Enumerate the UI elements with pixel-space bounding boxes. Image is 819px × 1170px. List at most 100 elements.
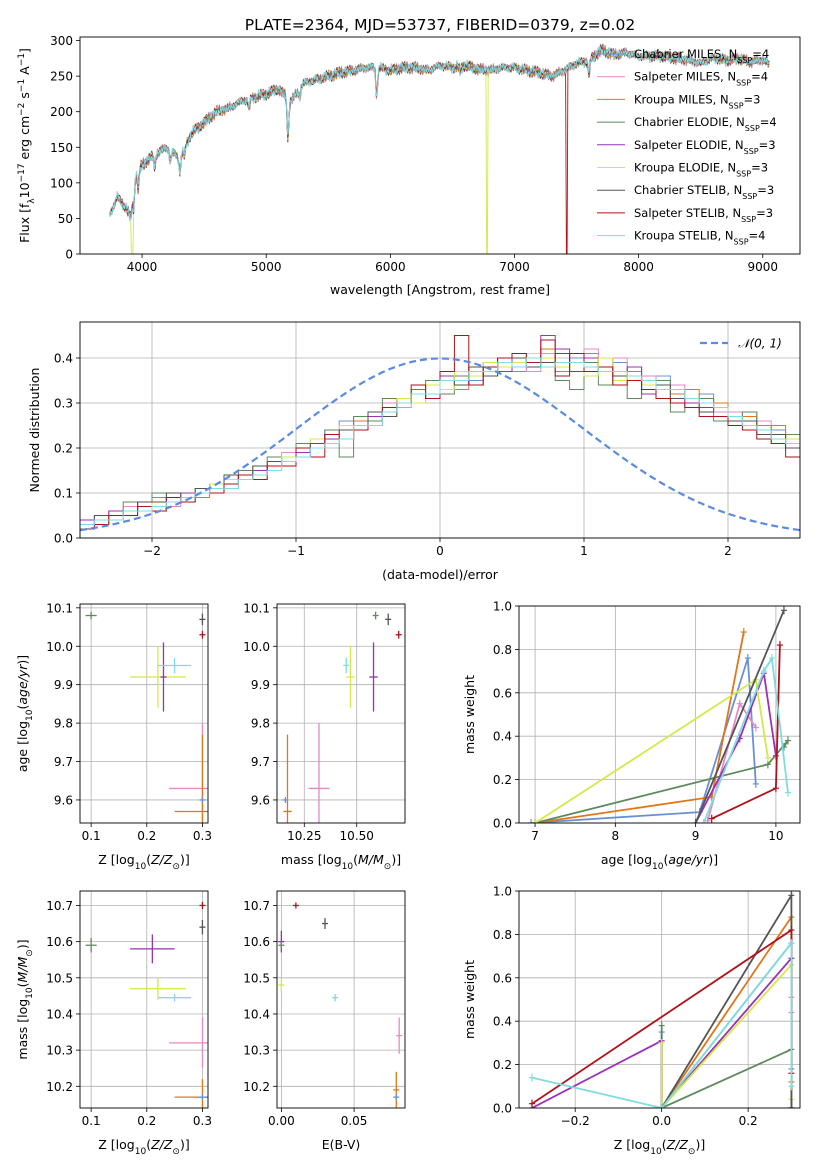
x-tick-label: 10	[768, 829, 783, 843]
y-tick-label: 9.7	[251, 755, 270, 769]
x-axis-label: Z [log10(Z/Z⊙)]	[98, 1137, 189, 1157]
y-tick-label: 10.2	[243, 1080, 270, 1094]
legend-entry: Chabrier MILES, NSSP=4	[634, 47, 769, 65]
y-tick-label: 0.6	[493, 686, 512, 700]
y-tick-label: 0.4	[54, 352, 73, 366]
y-tick-label: 10.4	[46, 1007, 73, 1021]
y-tick-label: 0	[65, 248, 73, 262]
mass-weight-line-kroupa-elodie	[660, 962, 793, 1108]
legend-entry: Salpeter ELODIE, NSSP=3	[634, 138, 776, 156]
legend-entry: Kroupa MILES, NSSP=3	[634, 92, 760, 110]
y-tick-label: 200	[50, 105, 73, 119]
histogram-kroupa-elodie	[80, 353, 800, 538]
axes-frame	[79, 321, 801, 539]
axes-frame	[518, 890, 801, 1109]
y-tick-label: 10.0	[46, 640, 73, 654]
x-axis-label: age [log10(age/yr)]	[601, 852, 718, 872]
normal-curve	[80, 357, 800, 532]
legend-entry: 𝒩(0, 1)	[738, 337, 782, 351]
histogram-chabrier-stelib	[80, 353, 800, 538]
mass-weight-line-kroupa-stelib	[531, 940, 793, 1108]
y-tick-label: 0.3	[54, 397, 73, 411]
y-tick-label: 0.0	[493, 1102, 512, 1116]
y-tick-label: 9.9	[54, 678, 73, 692]
y-tick-label: 10.4	[243, 1007, 270, 1021]
histogram-kroupa-stelib	[80, 357, 800, 538]
spectrum-line-kroupa-stelib	[109, 44, 770, 222]
mass-vs-metallicity-panel: 0.1 0.2 0.3 10.2 10.3 10.4 10.5 10.6 10.7 Z [log1…	[15, 890, 212, 1157]
axes-frame	[79, 890, 209, 1109]
mass-weight-line-kroupa-miles	[534, 631, 745, 823]
x-tick-label: −2	[143, 544, 161, 558]
mass-weight-line-salpeter-stelib	[711, 645, 781, 820]
mass-weight-line-chabrier-elodie	[534, 739, 789, 823]
axes-frame	[276, 603, 406, 824]
y-tick-label: 100	[50, 176, 73, 190]
axes-frame	[79, 603, 209, 824]
mass-weight-line-kroupa-stelib	[702, 655, 789, 823]
x-tick-label: 0.00	[268, 1114, 295, 1128]
y-axis-label: mass [log10(M/M⊙)]	[15, 939, 35, 1059]
legend-entry: Chabrier STELIB, NSSP=3	[634, 183, 774, 201]
y-tick-label: 9.6	[54, 793, 73, 807]
y-axis-label: age [log10(age/yr)]	[15, 655, 35, 772]
y-tick-label: 10.5	[243, 971, 270, 985]
histogram-salpeter-stelib	[80, 335, 800, 538]
x-tick-label: 9	[692, 829, 700, 843]
legend-entry: Kroupa ELODIE, NSSP=3	[634, 161, 768, 179]
x-axis-label: Z [log10(Z/Z⊙)]	[614, 1137, 705, 1157]
x-tick-label: 1	[580, 544, 588, 558]
x-tick-label: 0.1	[82, 829, 101, 843]
legend-entry: Salpeter STELIB, NSSP=3	[634, 206, 773, 224]
y-axis-label: Normed distribution	[27, 368, 42, 493]
figure-title: PLATE=2364, MJD=53737, FIBERID=0379, z=0…	[245, 16, 635, 34]
y-tick-label: 10.5	[46, 971, 73, 985]
x-tick-label: 0.2	[137, 1114, 156, 1128]
spectrum-panel: 4000 5000 6000 7000 8000 9000 0 50 100 150 200 250 3…	[17, 34, 801, 297]
x-tick-label: 0.0	[652, 1114, 671, 1128]
y-tick-label: 10.6	[243, 935, 270, 949]
x-tick-label: 10.50	[340, 829, 374, 843]
y-tick-label: 10.3	[243, 1044, 270, 1058]
y-axis-label: Flux [fλ10−17 erg cm−2 s−1 A−1]	[17, 48, 37, 243]
y-tick-label: 1.0	[493, 885, 512, 899]
y-axis-label: mass weight	[462, 675, 477, 754]
x-tick-label: 0	[436, 544, 444, 558]
legend-entry: Salpeter MILES, NSSP=4	[634, 70, 768, 88]
mass-weight-line-chabrier-elodie	[660, 1025, 793, 1108]
y-tick-label: 0.0	[493, 817, 512, 831]
y-tick-label: 9.6	[251, 793, 270, 807]
residual-histogram-panel: −2 −1 0 1 2 0.0 0.1 0.2 0.3 0.4 𝒩(0, 1) (data-model…	[27, 321, 801, 582]
y-axis-label: mass weight	[462, 960, 477, 1039]
y-tick-label: 0.2	[493, 1058, 512, 1072]
x-tick-label: 8000	[623, 260, 654, 274]
axes-frame	[518, 605, 801, 824]
y-tick-label: 9.7	[54, 755, 73, 769]
x-tick-label: −0.2	[561, 1114, 590, 1128]
x-axis-label: wavelength [Angstrom, rest frame]	[330, 282, 550, 297]
mass-weight-line-chabrier-stelib	[694, 609, 785, 823]
axes-frame	[276, 890, 406, 1109]
x-tick-label: 6000	[375, 260, 406, 274]
y-tick-label: 0.6	[493, 971, 512, 985]
y-tick-label: 10.1	[243, 601, 270, 615]
y-tick-label: 10.3	[46, 1044, 73, 1058]
mass-weight-vs-age-panel: 7 8 9 10 0.0 0.2 0.4 0.6 0.8 1.0 age [log10(age/yr…	[462, 600, 801, 872]
y-tick-label: 0.4	[493, 1015, 512, 1029]
y-tick-label: 150	[50, 141, 73, 155]
legend-entry: Chabrier ELODIE, NSSP=4	[634, 115, 777, 133]
y-tick-label: 50	[58, 212, 73, 226]
x-axis-label: mass [log10(M/M⊙)]	[281, 852, 401, 872]
x-tick-label: 7000	[499, 260, 530, 274]
mass-weight-line-chabrier-stelib	[660, 892, 793, 1108]
y-tick-label: 0.0	[54, 532, 73, 546]
x-tick-label: 0.3	[193, 1114, 212, 1128]
x-tick-label: 0.1	[82, 1114, 101, 1128]
histogram-chabrier-miles	[80, 353, 800, 538]
mass-vs-ebv-panel: 0.00 0.05 10.2 10.3 10.4 10.5 10.6 10.7 E(B-V)	[243, 890, 406, 1152]
x-tick-label: 5000	[251, 260, 282, 274]
y-tick-label: 0.4	[493, 730, 512, 744]
x-tick-label: 2	[724, 544, 732, 558]
x-axis-label: Z [log10(Z/Z⊙)]	[98, 852, 189, 872]
